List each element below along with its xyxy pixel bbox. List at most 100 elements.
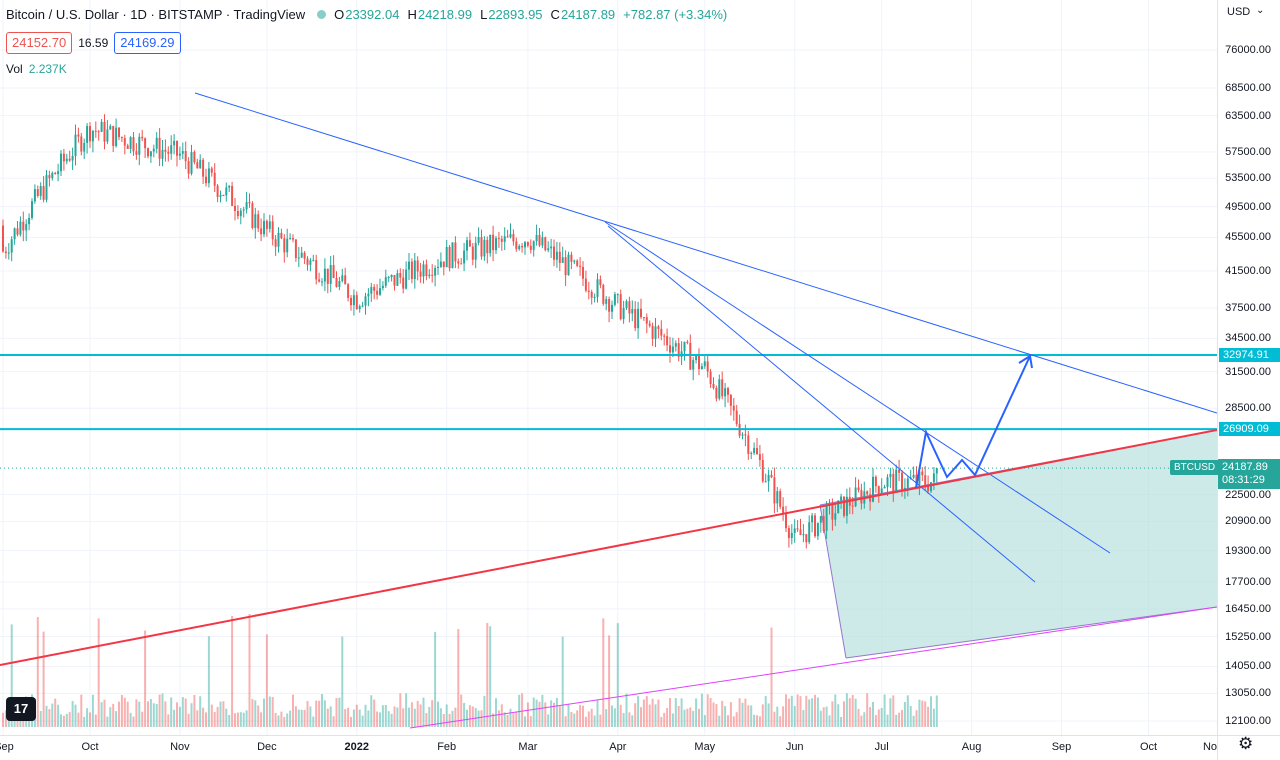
candle-body	[91, 130, 94, 142]
candle-body	[927, 485, 930, 492]
buy-button[interactable]: 24169.29	[114, 32, 181, 54]
volume-bar	[132, 716, 135, 727]
volume-label: Vol	[6, 62, 23, 76]
volume-bar	[811, 698, 814, 727]
sell-button[interactable]: 24152.70	[6, 32, 73, 54]
volume-bar	[158, 694, 161, 727]
candle-body	[448, 247, 451, 269]
volume-bar	[677, 705, 680, 727]
volume-bar	[695, 698, 698, 727]
candle-body	[416, 260, 419, 272]
volume-bar	[698, 708, 700, 727]
price-axis[interactable]: 76000.00 68500.00 63500.00 57500.00 53500.00…	[1217, 0, 1280, 735]
volume-bar	[309, 706, 312, 727]
candle-body	[402, 277, 405, 289]
volume-bar	[51, 703, 54, 727]
volume-bar	[474, 708, 477, 727]
volume-bar	[387, 711, 390, 727]
volume-bar	[622, 713, 625, 727]
volume-bar	[176, 702, 178, 727]
time-tick: No	[1202, 741, 1218, 753]
volume-bar	[103, 699, 106, 727]
volume-bar	[118, 701, 120, 727]
candle-body	[596, 279, 599, 297]
candle-body	[640, 308, 642, 318]
time-axis[interactable]: Sep Oct Nov Dec 2022 Feb Mar Apr May Jun Jul Aug Sep…	[0, 735, 1217, 760]
candle-body	[219, 195, 222, 197]
candle-body	[4, 251, 7, 254]
volume-bar	[799, 696, 802, 727]
volume-bar	[550, 700, 553, 727]
volume-bar	[584, 716, 587, 727]
price-chart[interactable]	[0, 0, 1217, 735]
volume-bar	[300, 709, 303, 727]
volume-bar	[683, 709, 686, 727]
volume-bar	[361, 715, 364, 727]
volume-bar	[147, 701, 149, 727]
time-tick: Sep	[1051, 741, 1072, 753]
volume-bar	[506, 714, 509, 727]
symbol-title[interactable]: Bitcoin / U.S. Dollar · 1D · BITSTAMP · …	[6, 7, 306, 22]
candle-body	[31, 201, 33, 218]
candle-body	[315, 260, 318, 280]
volume-bar	[753, 714, 756, 727]
gear-icon[interactable]: ⚙	[1238, 734, 1254, 753]
volume-bar	[825, 706, 828, 727]
volume-bar	[608, 635, 611, 727]
volume-bar	[448, 713, 451, 727]
volume-bar	[437, 701, 439, 727]
currency-selector[interactable]: USD	[1227, 6, 1251, 18]
candle-body	[210, 168, 213, 173]
volume-bar	[611, 705, 613, 727]
candle-body	[831, 504, 834, 520]
candle-body	[332, 265, 335, 278]
volume-bar	[892, 695, 895, 727]
candle-body	[480, 236, 483, 257]
volume-bar	[321, 694, 323, 727]
candle-body	[48, 175, 51, 179]
volume-bar	[364, 704, 367, 727]
candle-body	[457, 261, 460, 264]
candle-body	[669, 345, 671, 353]
volume-bar	[590, 708, 593, 727]
time-tick: Nov	[170, 741, 190, 753]
candle-body	[735, 410, 738, 425]
volume-bar	[500, 704, 503, 727]
time-tick: Dec	[257, 741, 277, 753]
candle-body	[213, 172, 216, 186]
candle-body	[584, 278, 587, 291]
candle-body	[2, 225, 4, 252]
volume-bar	[729, 702, 732, 727]
candle-body	[898, 469, 901, 473]
candle-body	[822, 516, 825, 531]
volume-bar	[756, 715, 758, 727]
volume-bar	[196, 710, 199, 727]
candle-body	[550, 246, 553, 249]
candle-body	[118, 127, 120, 138]
volume-bar	[91, 694, 94, 727]
volume-bar	[744, 698, 747, 727]
volume-bar	[297, 709, 300, 727]
volume-bar	[190, 703, 193, 727]
candle-body	[805, 534, 808, 543]
candle-body	[405, 269, 408, 289]
candle-body	[503, 236, 506, 242]
volume-bar	[573, 713, 576, 727]
volume-bar	[703, 715, 706, 727]
volume-bar	[538, 701, 541, 727]
volume-bar	[616, 623, 619, 727]
candle-body	[347, 284, 350, 298]
volume-bar	[106, 716, 109, 727]
volume-bar	[396, 707, 399, 727]
candle-body	[329, 265, 332, 284]
volume-bar	[625, 693, 628, 727]
candle-body	[442, 261, 445, 268]
candle-body	[564, 257, 567, 276]
volume-bar	[529, 716, 532, 727]
chevron-down-icon[interactable]: ⌄	[1256, 5, 1265, 16]
tradingview-logo-icon[interactable]: 17	[6, 697, 36, 721]
candle-body	[123, 138, 126, 146]
volume-bar	[358, 709, 361, 727]
time-tick: Mar	[518, 741, 538, 753]
volume-bar	[97, 618, 100, 727]
